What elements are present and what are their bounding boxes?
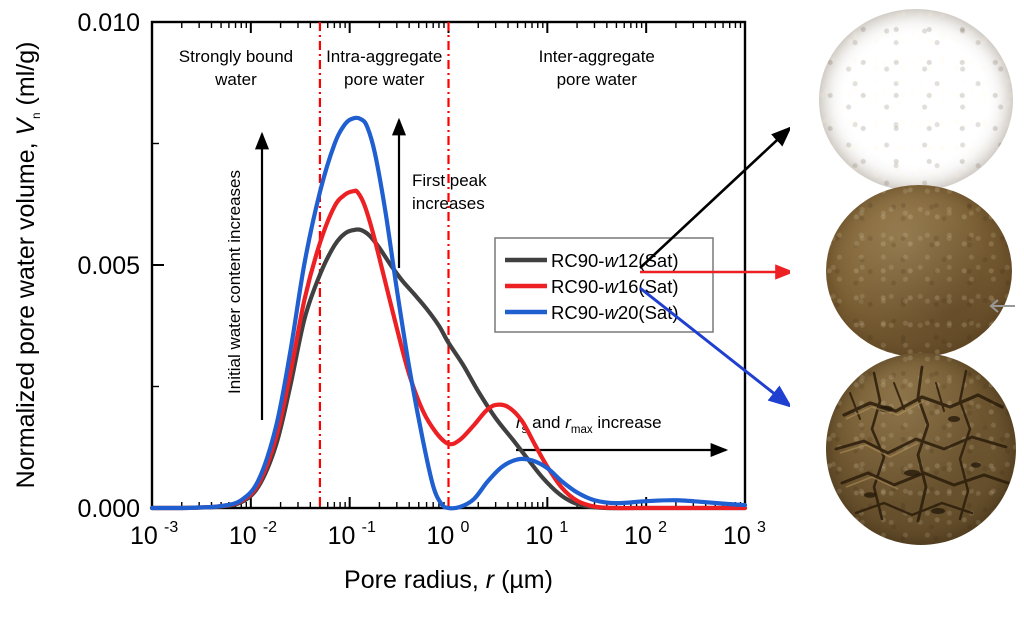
annotation-initial-water-content: Initial water content increases: [225, 131, 270, 420]
svg-text:water: water: [214, 70, 257, 89]
specimen-w20: [826, 353, 1016, 545]
chart-legend: RC90-w12(Sat)RC90-w16(Sat)RC90-w20(Sat): [494, 237, 714, 333]
svg-text:10: 10: [130, 522, 158, 550]
svg-text:Inter-aggregate: Inter-aggregate: [539, 47, 655, 66]
svg-text:10: 10: [624, 522, 652, 550]
svg-text:3: 3: [757, 519, 766, 536]
x-axis-title: Pore radius, r (µm): [344, 566, 553, 594]
specimen-connector-arrows: [639, 126, 790, 408]
pore-size-distribution-chart: 10 -3 10 -2 10 -1 10 0 10 1 10 2 10 3 0.010 0.005 0.000 N…: [12, 9, 790, 594]
svg-text:0: 0: [461, 519, 470, 536]
svg-text:2: 2: [658, 519, 667, 536]
y-axis-title: Normalized pore water volume, Vn (ml/g): [12, 42, 43, 489]
legend-label-0: RC90-w12(Sat): [551, 250, 679, 271]
annotation-rs-rmax: rs and rmax increase: [516, 413, 729, 458]
x-tick-labels: 10 -3 10 -2 10 -1 10 0 10 1 10 2 10 3: [130, 519, 766, 550]
svg-text:-3: -3: [164, 519, 178, 536]
svg-text:10: 10: [328, 522, 356, 550]
svg-text:pore water: pore water: [557, 70, 638, 89]
region-dividers: [318, 22, 450, 508]
svg-text:10: 10: [427, 522, 455, 550]
svg-text:10: 10: [525, 522, 553, 550]
soil-grain-texture: [819, 9, 1013, 191]
svg-text:Strongly bound: Strongly bound: [179, 47, 293, 66]
svg-text:0.010: 0.010: [77, 9, 140, 37]
svg-text:First peak: First peak: [412, 171, 487, 190]
data-series-group: [149, 115, 748, 511]
region-labels: Strongly bound water Intra-aggregate pore w…: [179, 47, 655, 89]
svg-text:10: 10: [229, 522, 257, 550]
y-axis-ticks: [152, 21, 164, 509]
svg-text:-2: -2: [263, 519, 277, 536]
chart-figure: 10 -3 10 -2 10 -1 10 0 10 1 10 2 10 3 0.010 0.005 0.000 N…: [12, 9, 790, 594]
specimen-photo-column: [790, 0, 1024, 617]
crack-pattern: [834, 365, 1010, 523]
svg-text:Initial water content increase: Initial water content increases: [225, 170, 244, 394]
annotation-first-peak: First peak increases: [391, 117, 487, 268]
svg-text:0.005: 0.005: [77, 252, 140, 280]
y-tick-labels: 0.010 0.005 0.000: [77, 9, 140, 523]
svg-text:pore water: pore water: [344, 70, 425, 89]
svg-text:0.000: 0.000: [77, 495, 140, 523]
svg-text:rs and rmax increase: rs and rmax increase: [516, 413, 662, 436]
specimen-w12: [819, 9, 1013, 191]
connector-w20: [639, 286, 790, 408]
specimen-w16: [826, 185, 1012, 357]
soil-grain-texture: [826, 185, 1012, 357]
specimen-pointer-arrow: [986, 297, 1016, 315]
svg-text:increases: increases: [412, 194, 485, 213]
connector-w12: [639, 126, 790, 269]
svg-text:10: 10: [723, 522, 751, 550]
svg-text:1: 1: [559, 519, 568, 536]
svg-text:Intra-aggregate: Intra-aggregate: [326, 47, 442, 66]
svg-text:-1: -1: [362, 519, 376, 536]
legend-label-1: RC90-w16(Sat): [551, 276, 679, 297]
series-line-2: [149, 115, 748, 511]
